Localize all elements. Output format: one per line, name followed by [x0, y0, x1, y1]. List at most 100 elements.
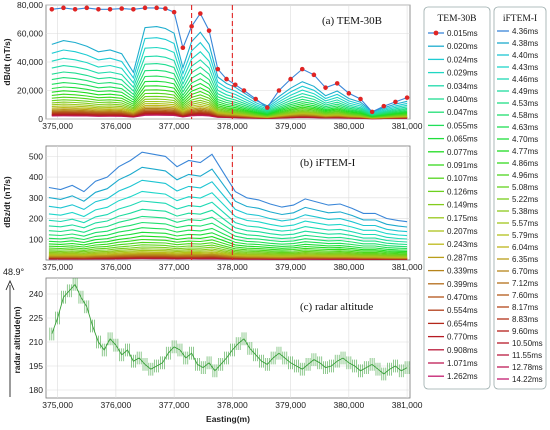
point-0.015ms: [163, 6, 168, 11]
point-0.015ms: [265, 105, 270, 110]
series-line-0.020ms: [51, 26, 408, 113]
legend-label-9.60ms: 9.60ms: [512, 327, 538, 336]
series-line-5.08ms: [48, 244, 408, 256]
point-0.015ms: [334, 81, 340, 86]
y-tick-label-b: 500: [29, 151, 43, 161]
legend-iftem-title: iFTEM-I: [503, 14, 537, 24]
point-0.015ms: [180, 45, 186, 51]
x-tick-label-a: 375,000: [42, 121, 73, 131]
series-line-4.36ms: [48, 151, 408, 223]
legend-label-0.770ms: 0.770ms: [447, 333, 478, 342]
series-line-0.055ms: [51, 75, 408, 117]
x-tick-label-b: 376,000: [101, 262, 132, 272]
legend-label-0.029ms: 0.029ms: [447, 69, 478, 78]
ticks-b: 375,000 376,000 377,000 378,000 379,000 380,0…: [29, 151, 423, 272]
x-tick-label-b: 377,000: [159, 262, 190, 272]
y-tick-label-a: 20,000: [17, 86, 43, 96]
x-axis-label: Easting(m): [206, 414, 250, 424]
panel-tem30b: 375,000 376,000 377,000 378,000 379,000 380,0…: [2, 0, 423, 131]
y-tick-label-b: 300: [29, 193, 43, 203]
y-tick-label-c: 210: [29, 337, 43, 347]
x-tick-label-a: 381,000: [392, 121, 423, 131]
legend-iftem: iFTEM-I 4.36ms4.38ms4.40ms4.43ms4.46ms4.…: [493, 6, 547, 390]
point-0.015ms: [189, 24, 194, 29]
x-tick-label-b: 379,000: [275, 262, 306, 272]
point-0.015ms: [107, 6, 113, 12]
legend-label-0.554ms: 0.554ms: [447, 306, 478, 315]
point-0.015ms: [206, 28, 212, 33]
legend-label-1.071ms: 1.071ms: [447, 359, 478, 368]
point-0.015ms: [276, 88, 282, 93]
legend-label-6.70ms: 6.70ms: [512, 267, 538, 276]
legend-label-4.63ms: 4.63ms: [512, 123, 538, 132]
legend-label-0.065ms: 0.065ms: [447, 135, 478, 144]
legend-label-0.207ms: 0.207ms: [447, 227, 478, 236]
legend-label-4.58ms: 4.58ms: [512, 111, 538, 120]
legend-label-0.339ms: 0.339ms: [447, 267, 478, 276]
grid-c: [46, 278, 410, 398]
legend-marker-0.015ms: [433, 30, 439, 36]
legend-label-0.055ms: 0.055ms: [447, 121, 478, 130]
legend-label-0.149ms: 0.149ms: [447, 201, 478, 210]
legend-label-4.77ms: 4.77ms: [512, 147, 538, 156]
legend-label-4.43ms: 4.43ms: [512, 63, 538, 72]
legend-label-6.04ms: 6.04ms: [512, 243, 538, 252]
point-0.015ms: [84, 5, 90, 11]
y-tick-label-a: 40,000: [17, 57, 43, 67]
x-tick-label-a: 377,000: [159, 121, 190, 131]
panel-b-title: (b) iFTEM-I: [300, 157, 356, 169]
point-0.015ms: [96, 6, 101, 12]
series-line-0.047ms: [51, 69, 408, 116]
point-0.015ms: [346, 91, 352, 96]
point-0.015ms: [72, 6, 78, 12]
y-axis-label-a: dB/dt (nT/s): [2, 38, 12, 85]
y-tick-label-b: 200: [29, 214, 43, 224]
x-tick-label-b: 375,000: [42, 262, 73, 272]
legend-label-0.470ms: 0.470ms: [447, 293, 478, 302]
legend-label-7.12ms: 7.12ms: [512, 279, 538, 288]
series-line-4.49ms: [48, 208, 408, 243]
series-line-0.107ms: [51, 92, 408, 118]
x-tick-label-b: 378,000: [217, 262, 248, 272]
legend-label-5.57ms: 5.57ms: [512, 219, 538, 228]
x-tick-label-a: 378,000: [217, 121, 248, 131]
series-line-4.96ms: [48, 241, 408, 255]
legend-label-0.107ms: 0.107ms: [447, 174, 478, 183]
point-0.015ms: [49, 6, 55, 12]
legend-label-0.015ms: 0.015ms: [447, 29, 478, 38]
y-tick-label-c: 180: [29, 385, 43, 395]
series-line-0.034ms: [51, 55, 408, 115]
legend-label-5.08ms: 5.08ms: [512, 183, 538, 192]
y-tick-label-a: 60,000: [17, 29, 43, 39]
series-line-0.149ms: [51, 98, 408, 118]
legend-label-0.034ms: 0.034ms: [447, 82, 478, 91]
legend-tem30b-box: [423, 6, 491, 390]
series-line-4.40ms: [48, 179, 408, 233]
series-line-4.58ms: [48, 221, 408, 248]
legend-label-0.287ms: 0.287ms: [447, 253, 478, 262]
point-0.015ms: [119, 6, 125, 11]
legend-label-4.38ms: 4.38ms: [512, 39, 538, 48]
series-line-0.015ms: [51, 7, 408, 113]
legend-label-0.020ms: 0.020ms: [447, 42, 478, 51]
series-line-4.43ms: [48, 190, 408, 237]
series-line-4.86ms: [48, 238, 408, 254]
y-tick-label-b: 400: [29, 172, 43, 182]
angle-arrow-head: [5, 279, 15, 291]
legend-label-1.262ms: 1.262ms: [447, 372, 478, 381]
series-line-5.79ms: [48, 251, 408, 258]
point-0.015ms: [61, 5, 66, 11]
x-tick-label-a: 379,000: [275, 121, 306, 131]
point-0.015ms: [232, 82, 238, 88]
series-line-0.040ms: [51, 63, 408, 116]
point-0.015ms: [311, 72, 317, 78]
y-tick-label-a: 0: [38, 114, 43, 124]
legend-label-4.96ms: 4.96ms: [512, 171, 538, 180]
legend-label-4.36ms: 4.36ms: [512, 27, 538, 36]
series-line-5.22ms: [48, 246, 408, 256]
x-tick-label-c: 378,000: [217, 400, 248, 410]
series-line-0.091ms: [51, 89, 408, 118]
x-tick-label-c: 380,000: [333, 400, 364, 410]
legend-label-12.78ms: 12.78ms: [512, 363, 543, 372]
